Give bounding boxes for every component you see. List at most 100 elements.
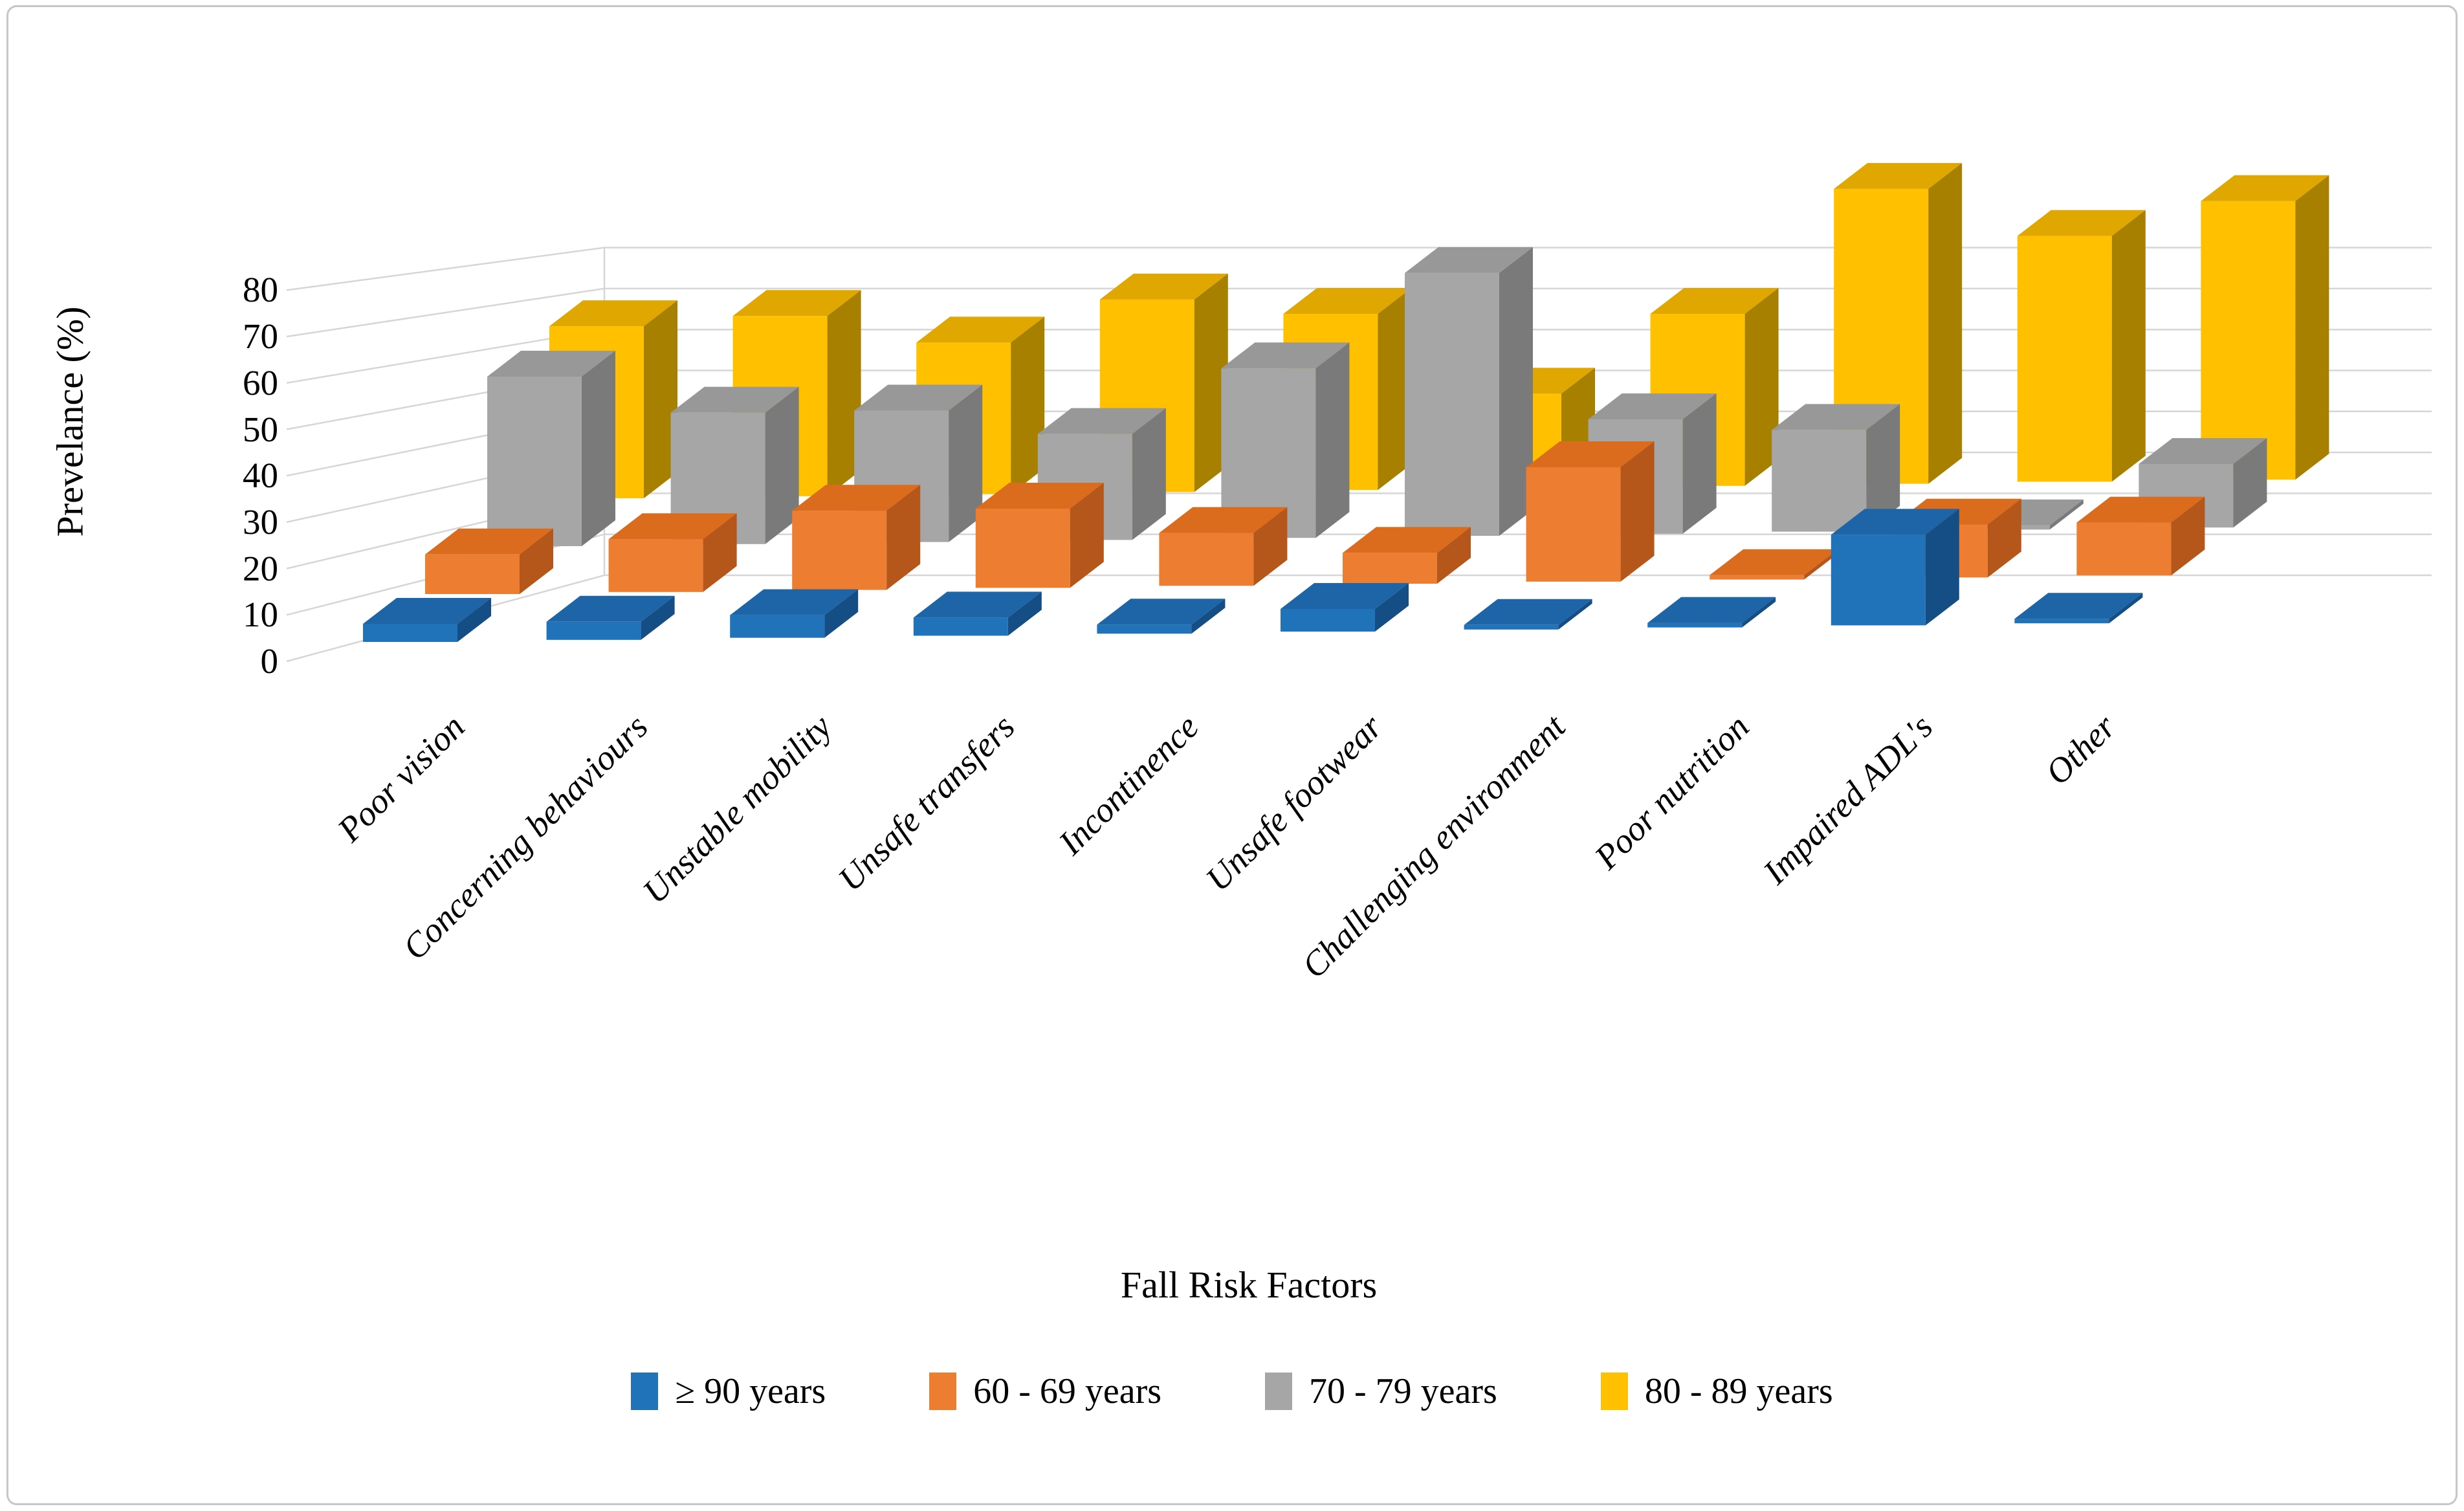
bar-top-face	[975, 483, 1104, 509]
y-tick-label: 20	[243, 548, 278, 588]
bar-other-80-89-years	[2201, 175, 2329, 480]
bar-top-face	[1097, 599, 1226, 625]
y-tick-label: 40	[243, 456, 278, 496]
bar-side-face	[1804, 549, 1838, 580]
bar-top-face	[916, 316, 1045, 343]
bar-other-90-years	[2014, 593, 2143, 624]
bar-unstable-mobility-60-69-years	[792, 485, 921, 590]
bar-top-face	[732, 290, 861, 316]
bar-front-face	[2201, 201, 2296, 480]
bar-top-face	[549, 300, 677, 327]
x-axis-title: Fall Risk Factors	[1120, 1264, 1378, 1306]
legend-item-ge-90-years: ≥ 90 years	[631, 1371, 826, 1412]
bar-side-face	[582, 351, 615, 546]
bar-top-face	[1588, 393, 1717, 419]
bar-side-face	[949, 384, 983, 542]
series-90-years	[363, 509, 2143, 642]
bar-front-face	[1647, 623, 1743, 628]
bar-side-face	[765, 386, 799, 544]
bar-top-face	[2201, 175, 2329, 201]
y-tick-label: 70	[243, 316, 278, 357]
bar-top-face	[1464, 599, 1592, 625]
bar-front-face	[363, 624, 457, 642]
bar-impaired-adl-s-80-89-years	[2017, 210, 2146, 482]
bar-side-face	[1070, 483, 1104, 588]
bar-front-face	[546, 621, 641, 640]
bar-side-face	[1866, 404, 1900, 532]
bar-front-face	[1097, 624, 1192, 634]
bar-top-face	[1221, 342, 1350, 369]
bar-top-face	[1772, 404, 1900, 430]
y-tick-label: 50	[243, 409, 278, 449]
legend-label: ≥ 90 years	[675, 1371, 826, 1411]
bar-top-face	[425, 528, 553, 555]
bar-poor-nutrition-60-69-years	[1710, 549, 1838, 580]
bar-side-face	[1253, 507, 1288, 586]
legend-label: 70 - 79 years	[1309, 1371, 1497, 1411]
bar-side-face	[1925, 509, 1959, 626]
bar-poor-nutrition-90-years	[1647, 597, 1776, 628]
legend-swatch-60-69-years-icon	[929, 1373, 957, 1410]
bar-challenging-environment-60-69-years	[1526, 441, 1655, 582]
bar-front-face	[1831, 535, 1926, 626]
bar-poor-nutrition-70-79-years	[1772, 404, 1900, 532]
bar-front-face	[792, 511, 887, 590]
bar-poor-vision-60-69-years	[425, 528, 553, 594]
legend-swatch-70-79-years-icon	[1265, 1373, 1293, 1410]
bar-unsafe-footwear-90-years	[1281, 583, 1409, 632]
bar-top-face	[2017, 210, 2146, 236]
bar-unsafe-footwear-70-79-years	[1405, 247, 1533, 536]
bar-front-face	[2014, 619, 2109, 624]
legend-label: 60 - 69 years	[973, 1371, 1162, 1411]
bar-challenging-environment-90-years	[1464, 599, 1592, 630]
y-tick-label: 10	[243, 595, 278, 635]
left-wall-gridline	[286, 247, 605, 291]
bar-top-face	[854, 384, 983, 411]
bar-side-face	[1742, 597, 1776, 628]
bar-concerning-behaviours-90-years	[546, 595, 675, 640]
bar-top-face	[730, 589, 859, 615]
bar-side-face	[520, 528, 553, 594]
bar-unsafe-footwear-60-69-years	[1343, 527, 1471, 584]
bar-top-face	[1405, 247, 1533, 273]
bar-side-face	[827, 290, 861, 496]
bar-top-face	[1526, 441, 1655, 467]
bar-top-face	[1343, 527, 1471, 553]
bar-top-face	[2014, 593, 2143, 619]
bar-front-face	[1526, 467, 1621, 582]
bar-top-face	[1831, 509, 1959, 535]
bar-top-face	[363, 598, 491, 624]
bar-side-face	[1558, 599, 1592, 630]
y-tick-label: 0	[260, 641, 279, 681]
bar-side-face	[2109, 593, 2143, 624]
bar-top-face	[1834, 162, 1963, 189]
chart-legend: ≥ 90 years 60 - 69 years 70 - 79 years 8…	[0, 1371, 2464, 1412]
bar-poor-vision-90-years	[363, 598, 491, 642]
bar-top-face	[2139, 437, 2267, 464]
bar-front-face	[608, 539, 703, 592]
bar-side-face	[886, 485, 921, 590]
bar-top-face	[1647, 597, 1776, 623]
bar-side-face	[1987, 498, 2021, 578]
bar-side-face	[644, 300, 677, 498]
bar-front-face	[2076, 522, 2172, 576]
bar-front-face	[487, 377, 582, 546]
bar-concerning-behaviours-60-69-years	[608, 513, 737, 592]
y-tick-label: 30	[243, 502, 278, 542]
bar-top-face	[670, 386, 799, 413]
bar-top-face	[546, 595, 675, 622]
bar-top-face	[1099, 273, 1228, 300]
bar-side-face	[2049, 499, 2084, 530]
bar-side-face	[1011, 316, 1045, 494]
bar-side-face	[2111, 210, 2146, 482]
bar-top-face	[1037, 408, 1166, 434]
bar-unsafe-transfers-90-years	[913, 591, 1042, 636]
bar-side-face	[1620, 441, 1655, 582]
left-wall-gridline	[286, 287, 605, 338]
legend-swatch-ge-90-years-icon	[631, 1373, 659, 1410]
bar-side-face	[1928, 162, 1963, 484]
bar-front-face	[1464, 624, 1559, 630]
bar-front-face	[1710, 575, 1805, 580]
bar-front-face	[1405, 272, 1499, 536]
